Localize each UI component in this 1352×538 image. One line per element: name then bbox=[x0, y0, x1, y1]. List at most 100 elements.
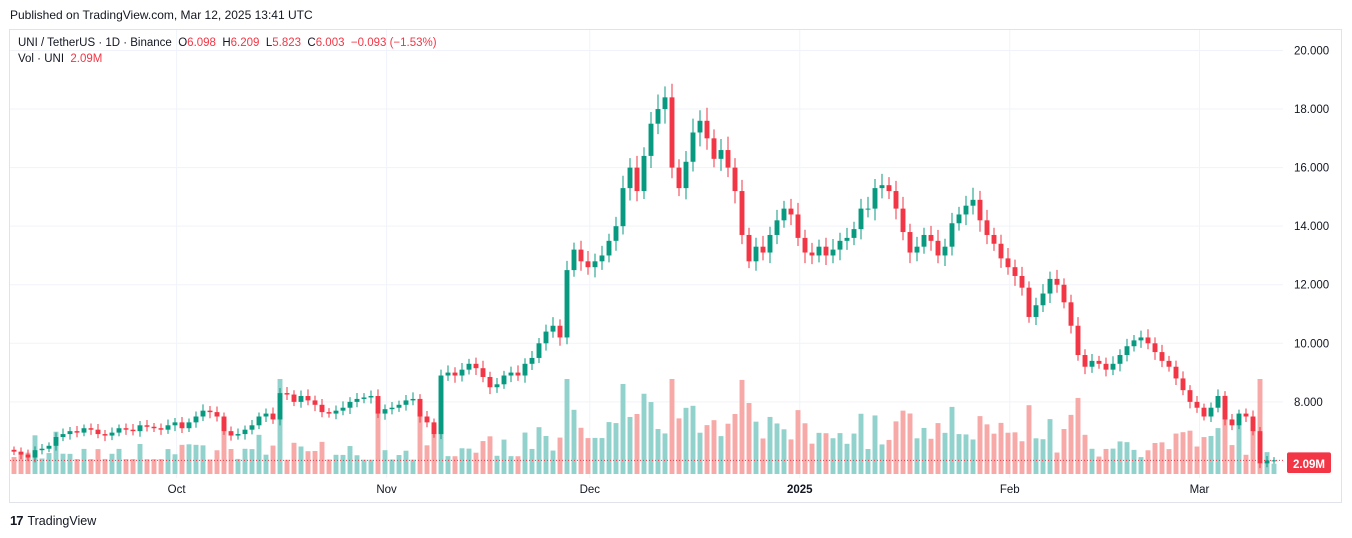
legend-high: 6.209 bbox=[230, 37, 260, 49]
volume-bar bbox=[130, 459, 136, 474]
candle-body bbox=[963, 205, 969, 215]
volume-bar bbox=[1222, 395, 1228, 474]
candle-body bbox=[515, 372, 521, 376]
candle-body bbox=[53, 437, 59, 446]
candle-body bbox=[1250, 416, 1256, 432]
volume-bar bbox=[1117, 441, 1123, 474]
volume-bar bbox=[249, 449, 255, 474]
footer-brand[interactable]: TradingView bbox=[27, 513, 97, 528]
y-tick-label: 20.000 bbox=[1294, 45, 1329, 57]
axes: 20.000 18.000 16.000 14.000 12.000 10.000 8.00… bbox=[10, 45, 1331, 496]
volume-bar bbox=[284, 459, 290, 474]
volume-bar bbox=[396, 455, 402, 474]
volume-bar bbox=[837, 433, 843, 474]
volume-bar bbox=[1131, 449, 1137, 474]
candle-body bbox=[1159, 352, 1165, 361]
volume-bar bbox=[151, 459, 157, 474]
candle-body bbox=[921, 234, 927, 247]
candle-body bbox=[228, 431, 234, 436]
candle-body bbox=[802, 237, 808, 253]
volume-bar bbox=[459, 448, 465, 474]
candle-body bbox=[564, 270, 570, 338]
candle-body bbox=[333, 410, 339, 414]
candle-body bbox=[410, 398, 416, 401]
volume-bar bbox=[550, 450, 556, 474]
legend-volume-label[interactable]: Vol · UNI bbox=[18, 53, 65, 65]
volume-bar bbox=[1138, 457, 1144, 474]
candle-body bbox=[697, 120, 703, 133]
volume-bar bbox=[137, 444, 143, 474]
volume-bar bbox=[942, 432, 948, 474]
candle-body bbox=[1222, 396, 1228, 420]
candle-body bbox=[956, 214, 962, 224]
candle-body bbox=[1173, 366, 1179, 379]
x-tick-label: Nov bbox=[376, 484, 397, 496]
volume-bar bbox=[340, 454, 346, 474]
volume-bar bbox=[858, 413, 864, 474]
candle-body bbox=[116, 428, 122, 433]
volume-bar bbox=[403, 450, 409, 474]
candle-body bbox=[844, 237, 850, 241]
volume-bar bbox=[1271, 463, 1277, 474]
candle-body bbox=[683, 161, 689, 189]
candle-body bbox=[438, 375, 444, 435]
tradingview-logo-icon[interactable]: 17 bbox=[10, 513, 24, 528]
candle-body bbox=[606, 240, 612, 256]
legend-close: 6.003 bbox=[315, 37, 345, 49]
volume-bar bbox=[543, 436, 549, 474]
candle-body bbox=[872, 188, 878, 209]
candle-body bbox=[81, 428, 87, 433]
volume-bar bbox=[361, 459, 367, 474]
volume-bar bbox=[669, 379, 675, 474]
candle-body bbox=[942, 246, 948, 256]
candle-body bbox=[487, 376, 493, 388]
candle-body bbox=[1257, 431, 1263, 464]
volume-bar bbox=[305, 451, 311, 474]
volume-bar bbox=[592, 437, 598, 474]
volume-bar bbox=[109, 453, 115, 474]
candle-body bbox=[326, 412, 332, 414]
candle-body bbox=[445, 372, 451, 376]
volume-bar bbox=[487, 436, 493, 474]
candle-body bbox=[732, 167, 738, 192]
candle-body bbox=[1243, 413, 1249, 417]
candle-body bbox=[312, 400, 318, 405]
volume-bar bbox=[410, 459, 416, 474]
candle-body bbox=[186, 422, 192, 429]
volume-bar bbox=[984, 424, 990, 474]
candle-body bbox=[900, 208, 906, 233]
candle-body bbox=[368, 396, 374, 398]
legend-ohlc-row: UNI / TetherUS · 1D · Binance O6.098 H6.… bbox=[18, 35, 437, 51]
legend-symbol[interactable]: UNI / TetherUS · 1D · Binance bbox=[18, 37, 172, 49]
volume-bar bbox=[774, 423, 780, 474]
candle-body bbox=[620, 188, 626, 227]
candle-body bbox=[557, 325, 563, 338]
candle-body bbox=[543, 331, 549, 344]
candle-body bbox=[914, 246, 920, 253]
candle-body bbox=[214, 412, 220, 417]
candle-body bbox=[291, 394, 297, 402]
chart-frame[interactable] bbox=[9, 29, 1342, 503]
candle-body bbox=[1208, 407, 1214, 417]
volume-bar bbox=[564, 379, 570, 474]
volume-bar bbox=[606, 422, 612, 474]
legend-open: 6.098 bbox=[187, 37, 216, 49]
candle-body bbox=[1033, 305, 1039, 317]
candle-body bbox=[690, 132, 696, 162]
candle-body bbox=[592, 261, 598, 268]
volume-bar bbox=[935, 423, 941, 474]
volume-bar bbox=[655, 429, 661, 474]
volume-bar bbox=[795, 410, 801, 474]
volume-bar bbox=[501, 439, 507, 474]
volume-bar bbox=[1061, 429, 1067, 474]
volume-bar bbox=[277, 379, 283, 474]
candle-body bbox=[704, 120, 710, 139]
candle-body bbox=[928, 234, 934, 241]
y-tick-label: 8.000 bbox=[1294, 397, 1323, 409]
candle-body bbox=[1264, 460, 1270, 464]
candle-body bbox=[662, 97, 668, 110]
candle-body bbox=[977, 199, 983, 221]
volume-bar bbox=[1103, 448, 1109, 474]
candle-body bbox=[32, 450, 38, 458]
